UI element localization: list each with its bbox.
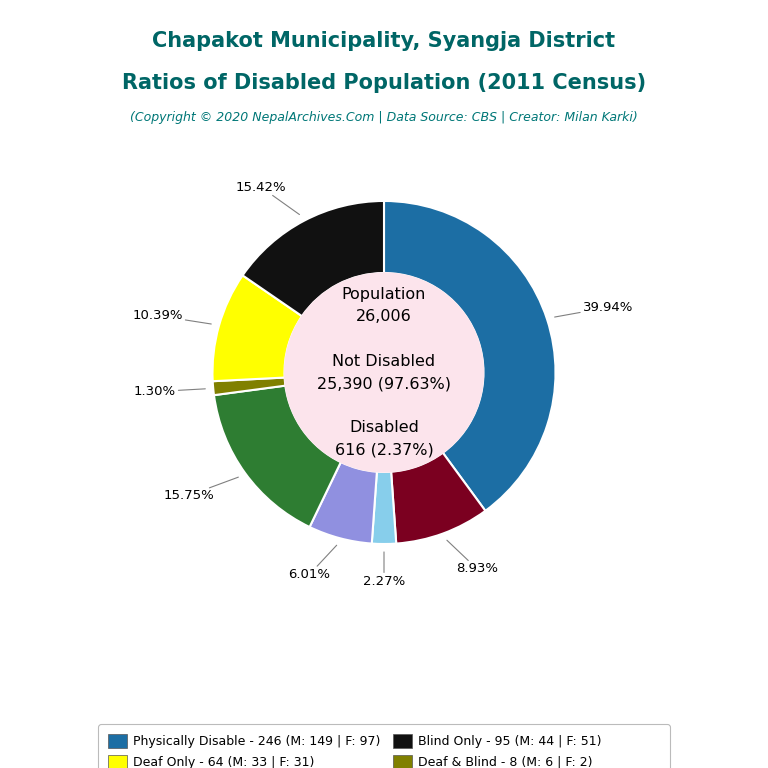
Wedge shape	[391, 452, 485, 544]
Text: 2.27%: 2.27%	[362, 552, 406, 588]
Text: (Copyright © 2020 NepalArchives.Com | Data Source: CBS | Creator: Milan Karki): (Copyright © 2020 NepalArchives.Com | Da…	[130, 111, 638, 124]
Wedge shape	[372, 472, 396, 544]
Text: 1.30%: 1.30%	[134, 386, 205, 398]
Wedge shape	[213, 378, 286, 396]
Wedge shape	[310, 462, 377, 544]
Text: Ratios of Disabled Population (2011 Census): Ratios of Disabled Population (2011 Cens…	[122, 73, 646, 93]
Text: 10.39%: 10.39%	[132, 309, 211, 324]
Legend: Physically Disable - 246 (M: 149 | F: 97), Deaf Only - 64 (M: 33 | F: 31), Speec: Physically Disable - 246 (M: 149 | F: 97…	[98, 724, 670, 768]
Text: 8.93%: 8.93%	[447, 540, 498, 575]
Text: 6.01%: 6.01%	[288, 545, 336, 581]
Wedge shape	[213, 276, 302, 381]
Wedge shape	[243, 201, 384, 316]
Text: 15.42%: 15.42%	[236, 180, 300, 214]
Wedge shape	[384, 201, 555, 511]
Text: 39.94%: 39.94%	[554, 301, 634, 317]
Text: Chapakot Municipality, Syangja District: Chapakot Municipality, Syangja District	[152, 31, 616, 51]
Wedge shape	[214, 386, 341, 527]
Text: 15.75%: 15.75%	[164, 477, 238, 502]
Text: Population
26,006

Not Disabled
25,390 (97.63%)

Disabled
616 (2.37%): Population 26,006 Not Disabled 25,390 (9…	[317, 287, 451, 458]
Circle shape	[284, 273, 484, 472]
